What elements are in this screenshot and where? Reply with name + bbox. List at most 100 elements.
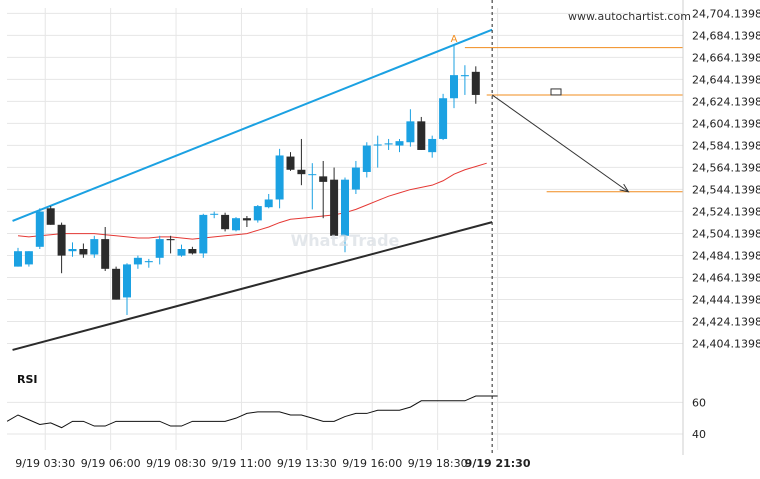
forecast (491, 0, 630, 455)
candle-body (439, 98, 448, 139)
y-tick-label: 24,564.1398 (692, 161, 760, 174)
candle-body (319, 176, 328, 182)
candle (166, 235, 175, 254)
candle-body (330, 179, 339, 236)
candle (177, 244, 186, 257)
candle-body (471, 71, 480, 95)
y-tick-label: 24,584.1398 (692, 139, 760, 152)
candle-body (210, 213, 219, 215)
candle-body (362, 145, 371, 172)
moving-average-line (17, 162, 487, 240)
candle (460, 65, 469, 95)
candle (351, 160, 360, 194)
candle-body (286, 156, 295, 170)
grid (7, 8, 683, 450)
candle-body (46, 208, 55, 225)
x-tick-label: 9/19 06:00 (81, 457, 141, 470)
upper-channel-line (12, 28, 493, 222)
x-tick-label: 9/19 13:30 (277, 457, 337, 470)
candle (133, 255, 142, 269)
candle-body (395, 141, 404, 146)
candle-body (188, 249, 197, 254)
candle-body (24, 251, 33, 265)
candle-body (232, 218, 240, 231)
rsi-line (6, 395, 498, 429)
candle (417, 116, 426, 150)
candle (112, 266, 121, 300)
rsi-label: RSI (17, 373, 38, 386)
candle (24, 251, 33, 267)
y-tick-label: 24,524.1398 (692, 205, 760, 218)
candle-body (79, 249, 88, 255)
candle (330, 167, 339, 236)
x-tick-label: 9/19 08:30 (146, 457, 206, 470)
candle (90, 235, 99, 258)
candle (264, 193, 273, 209)
logo-watermark: What2Trade (291, 231, 400, 250)
forecast-arrow-line (491, 94, 629, 193)
candle-body (144, 261, 153, 263)
candle (395, 138, 404, 153)
site-watermark: www.autochartist.com (568, 10, 691, 23)
x-tick-label: 9/19 03:30 (15, 457, 75, 470)
candle (471, 66, 480, 104)
candle (450, 44, 458, 109)
rsi-tick-label: 60 (692, 396, 706, 409)
candle (439, 93, 448, 141)
candle-body (406, 121, 415, 143)
candle (308, 163, 317, 210)
candle (428, 135, 437, 158)
rsi-tick-label: 40 (692, 428, 706, 441)
candle-body (275, 155, 284, 200)
candle-body (428, 138, 437, 153)
y-tick-label: 24,624.1398 (692, 95, 760, 108)
y-tick-label: 24,444.1398 (692, 293, 760, 306)
y-tick-label: 24,504.1398 (692, 227, 760, 240)
candle-body (57, 224, 66, 256)
candle (46, 206, 55, 225)
candle-body (35, 211, 44, 247)
candle-body (341, 179, 349, 236)
x-tick-label: 9/19 11:00 (211, 457, 271, 470)
candle (297, 138, 306, 186)
candle (242, 215, 251, 227)
candle-body (264, 199, 273, 208)
y-tick-label: 24,424.1398 (692, 315, 760, 328)
candle-body (460, 75, 469, 77)
candle-body (90, 239, 99, 255)
forecast-arrow-head (619, 183, 630, 193)
candle (341, 177, 349, 253)
candle-body (351, 167, 360, 190)
axes: 24,704.1398 24,684.1398 24,664.1398 24,644.… (15, 0, 760, 470)
candle (275, 148, 284, 209)
candle-body (450, 75, 458, 99)
pattern-marker: A (451, 34, 458, 45)
candle-body (112, 268, 121, 300)
candle-body (308, 174, 317, 176)
candle (406, 109, 415, 147)
candle (253, 204, 262, 223)
candle-body (177, 249, 186, 256)
candle (155, 235, 164, 265)
candle (101, 226, 110, 272)
y-tick-label: 24,644.1398 (692, 73, 760, 86)
candle (373, 135, 382, 168)
candle (79, 243, 88, 258)
candle (286, 152, 295, 171)
candle-body (221, 214, 230, 230)
rsi-panel (6, 395, 498, 429)
y-tick-label: 24,664.1398 (692, 51, 760, 64)
candle-body (14, 251, 22, 267)
lower-channel-line (12, 221, 493, 351)
candle-body (68, 249, 77, 252)
y-tick-label: 24,704.1398 (692, 7, 760, 20)
y-tick-label: 24,544.1398 (692, 183, 760, 196)
candle-body (166, 239, 175, 241)
y-tick-label: 24,464.1398 (692, 271, 760, 284)
candle (68, 242, 77, 257)
channel-lines (12, 28, 493, 351)
candle (123, 263, 131, 316)
candle (362, 142, 371, 178)
